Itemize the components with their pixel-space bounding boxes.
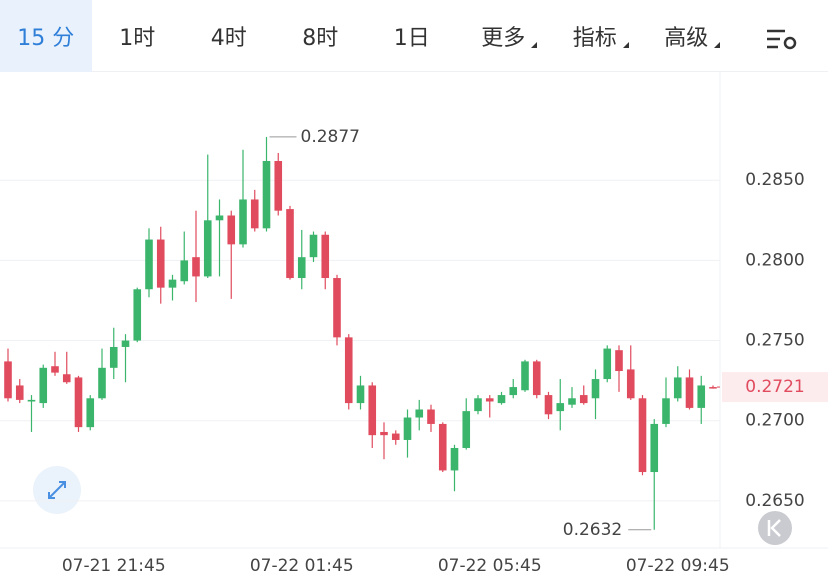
candle-body — [662, 398, 670, 424]
candle-body — [74, 377, 83, 428]
candle-body — [203, 220, 212, 277]
candle-body — [603, 348, 612, 380]
candle-body — [333, 278, 341, 338]
candle-body — [168, 279, 177, 288]
interval-tab[interactable]: 4时 — [210, 26, 247, 51]
candle-body — [638, 398, 647, 473]
candle-body — [685, 377, 694, 408]
x-tick-label: 07-22 09:45 — [626, 556, 730, 576]
last-price-label: 0.2721 — [745, 377, 804, 397]
candle-body — [215, 215, 224, 221]
candle-body — [192, 257, 200, 277]
expand-button[interactable] — [33, 466, 81, 514]
candle-body — [98, 367, 106, 399]
max-annotation: 0.2877 — [301, 127, 360, 147]
candle-body — [15, 385, 24, 400]
candle-body — [286, 209, 294, 279]
candle-body — [673, 377, 682, 399]
candle-body — [356, 385, 365, 404]
interval-tab[interactable]: 1时 — [119, 26, 156, 51]
candle-body — [415, 409, 424, 418]
candle-body — [109, 346, 118, 368]
candle-body — [591, 379, 600, 399]
candle-body — [438, 423, 447, 471]
candle-body — [650, 423, 659, 473]
interval-tab[interactable]: 高级 — [641, 0, 733, 72]
x-tick-label: 07-22 05:45 — [438, 556, 542, 576]
candle-body — [709, 387, 717, 389]
candle-body — [497, 395, 506, 404]
candle-body — [403, 417, 412, 440]
interval-tabs: 15 分 1时 4时 8时 1日 更多 指标 高级 — [0, 0, 828, 72]
candle-body — [239, 199, 247, 245]
candle-body — [615, 350, 623, 372]
candle-body — [62, 374, 71, 383]
candle-body — [544, 395, 553, 415]
candle-body — [145, 239, 153, 290]
interval-tab[interactable]: 8时 — [302, 26, 339, 51]
interval-tab[interactable]: 指标 — [549, 0, 641, 72]
y-tick-label: 0.2650 — [745, 491, 804, 511]
candle-body — [485, 398, 494, 402]
interval-tab[interactable]: 15 分 — [0, 0, 92, 72]
candle-body — [344, 337, 353, 404]
y-tick-label: 0.2850 — [745, 170, 804, 190]
interval-tab[interactable]: 1日 — [393, 26, 430, 51]
candle-body — [180, 260, 189, 282]
candle-body — [368, 385, 377, 436]
candle-body — [227, 215, 236, 245]
y-tick-label: 0.2750 — [745, 331, 804, 351]
candle-body — [250, 199, 259, 229]
scroll-to-latest-button[interactable] — [758, 511, 792, 545]
candle-body — [474, 398, 482, 412]
candle-body — [532, 361, 541, 396]
last-price-box — [722, 372, 828, 403]
candle-body — [297, 257, 306, 279]
min-annotation: 0.2632 — [563, 520, 622, 540]
x-tick-label: 07-22 01:45 — [250, 556, 354, 576]
candle-body — [391, 433, 400, 440]
candle-body — [274, 160, 283, 211]
candle-body — [309, 234, 318, 258]
candle-body — [697, 385, 706, 408]
candle-body — [450, 447, 459, 471]
candle-body — [156, 239, 165, 288]
candle-body — [27, 399, 36, 402]
candle-body — [4, 361, 12, 399]
candle-body — [380, 431, 388, 436]
candle-body — [51, 366, 59, 373]
y-tick-label: 0.2800 — [745, 250, 804, 270]
candle-body — [86, 398, 95, 428]
y-tick-label: 0.2700 — [745, 411, 804, 431]
interval-tab[interactable]: 更多 — [458, 0, 550, 72]
candle-body — [462, 411, 471, 448]
candle-body — [556, 403, 565, 412]
candle-body — [521, 361, 529, 391]
candle-body — [262, 160, 271, 229]
candle-body — [509, 387, 518, 396]
candle-body — [321, 234, 330, 279]
candle-body — [579, 395, 588, 404]
candle-body — [39, 367, 48, 404]
candle-body — [121, 340, 130, 347]
candle-body — [133, 289, 142, 341]
x-tick-label: 07-21 21:45 — [62, 556, 166, 576]
candle-body — [626, 369, 635, 399]
candle-body — [568, 398, 576, 405]
settings-icon[interactable] — [767, 29, 797, 50]
candle-body — [427, 409, 435, 424]
